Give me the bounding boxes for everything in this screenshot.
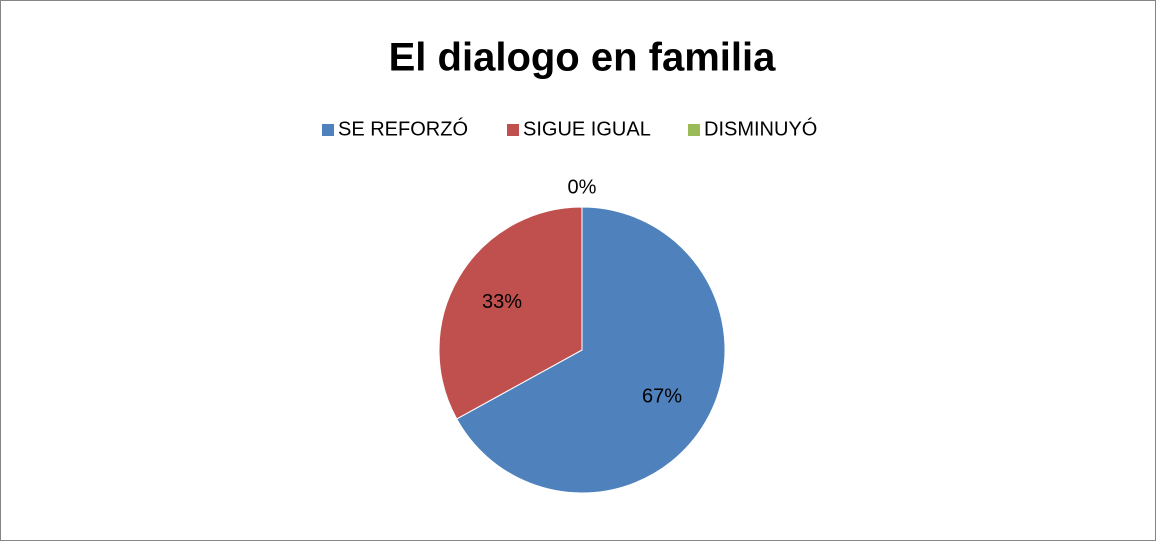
chart-title: El dialogo en familia xyxy=(389,36,776,80)
legend-swatch xyxy=(688,124,700,136)
data-label: 0% xyxy=(568,177,597,199)
data-label: 67% xyxy=(642,386,682,408)
data-label: 33% xyxy=(482,291,522,313)
legend-label: SE REFORZÓ xyxy=(338,117,468,140)
legend-swatch xyxy=(507,124,519,136)
pie-slice xyxy=(438,206,583,420)
legend-swatch xyxy=(322,124,334,136)
legend-label: SIGUE IGUAL xyxy=(523,118,651,140)
legend-label: DISMINUYÓ xyxy=(704,117,817,140)
pie-slice xyxy=(456,206,726,494)
